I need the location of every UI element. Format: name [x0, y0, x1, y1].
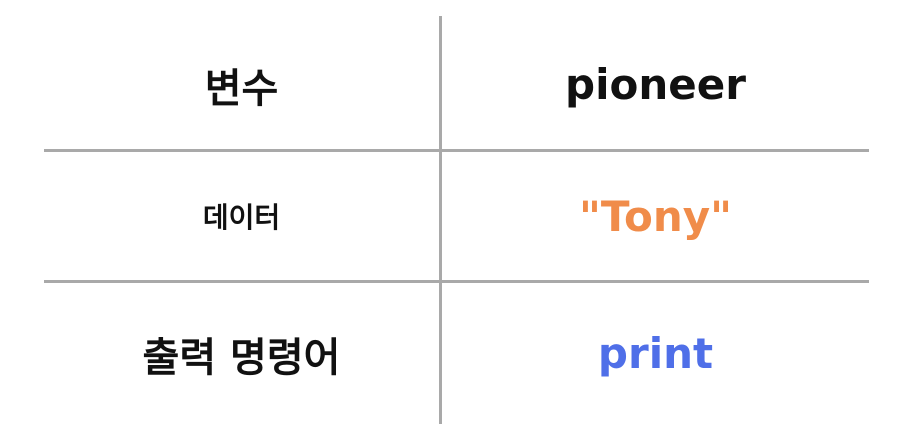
label-data: 데이터 — [202, 201, 281, 234]
value-variable: pioneer — [565, 60, 746, 109]
value-data: "Tony" — [579, 191, 732, 241]
horizontal-divider-1 — [44, 149, 869, 152]
label-variable: 변수 — [204, 65, 279, 112]
horizontal-divider-2 — [44, 280, 869, 283]
value-output-command: print — [597, 329, 714, 378]
vertical-divider — [439, 16, 442, 424]
label-output-command: 출력 명령어 — [142, 334, 341, 381]
